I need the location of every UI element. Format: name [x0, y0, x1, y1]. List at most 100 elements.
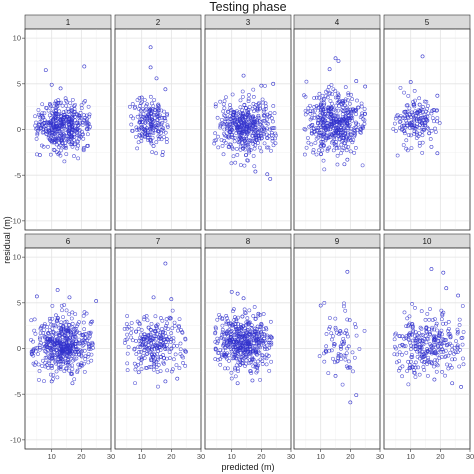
data-point	[311, 150, 315, 155]
data-point	[411, 344, 416, 349]
data-point	[139, 332, 143, 337]
data-point	[406, 382, 411, 387]
data-point	[264, 121, 269, 125]
data-point	[416, 365, 420, 370]
data-point	[53, 109, 58, 114]
data-point	[139, 125, 144, 130]
data-point	[151, 295, 156, 300]
data-point	[70, 325, 75, 330]
data-point	[238, 119, 243, 124]
data-point	[342, 162, 347, 167]
data-point	[351, 107, 355, 111]
data-point	[57, 340, 62, 344]
data-point	[252, 333, 256, 337]
data-point	[86, 336, 91, 341]
data-point	[224, 314, 229, 318]
data-point	[232, 318, 237, 322]
y-tick-label: 0	[17, 125, 21, 134]
data-point	[302, 152, 307, 157]
data-point	[36, 362, 41, 367]
data-point	[316, 106, 320, 110]
data-point	[270, 139, 275, 143]
data-point	[405, 316, 410, 321]
data-point	[149, 117, 154, 122]
data-point	[400, 364, 405, 369]
data-point	[88, 330, 93, 335]
data-point	[244, 348, 249, 352]
data-point	[435, 108, 439, 113]
data-point	[323, 138, 328, 143]
data-point	[326, 371, 331, 375]
x-tick-label: 10	[228, 452, 236, 461]
data-point	[437, 341, 442, 346]
data-point	[328, 91, 332, 96]
data-point	[62, 133, 67, 138]
data-point	[234, 325, 238, 329]
data-point	[262, 141, 267, 146]
data-point	[46, 366, 51, 370]
data-point	[248, 351, 253, 356]
data-point	[139, 361, 143, 366]
data-point	[50, 122, 55, 126]
data-point	[411, 113, 416, 118]
data-point	[220, 121, 225, 126]
data-point	[235, 291, 240, 296]
data-point	[47, 133, 52, 138]
data-point	[417, 125, 422, 130]
data-point	[435, 119, 440, 124]
data-point	[342, 341, 346, 346]
data-point	[422, 354, 427, 359]
facet-panel-6: 6 -10 -5 0 5 10 10 20 30	[10, 233, 115, 461]
data-point	[273, 131, 278, 136]
data-point	[332, 143, 337, 148]
data-point	[140, 342, 145, 347]
data-point	[61, 342, 66, 346]
data-point	[252, 146, 257, 151]
data-point	[82, 113, 86, 118]
data-point	[243, 142, 248, 147]
data-point	[74, 356, 79, 361]
data-point	[147, 133, 152, 138]
data-point	[308, 103, 312, 108]
data-point	[328, 106, 333, 111]
data-point	[235, 153, 240, 157]
data-point	[237, 110, 242, 115]
data-point	[269, 130, 274, 135]
data-point	[452, 352, 456, 356]
data-point	[244, 134, 249, 139]
data-point	[259, 131, 264, 136]
data-point	[260, 359, 265, 363]
data-point	[433, 337, 438, 342]
x-tick-label: 20	[167, 452, 175, 461]
data-point	[53, 131, 58, 136]
data-point	[163, 118, 168, 123]
data-point	[439, 308, 444, 313]
data-point	[452, 357, 457, 362]
data-point	[433, 317, 437, 322]
data-point	[250, 127, 255, 132]
facet-panel-1: 1 -10 -5 0 5 10	[10, 14, 112, 231]
data-point	[239, 326, 244, 330]
data-point	[322, 359, 327, 364]
data-point	[348, 101, 352, 106]
data-point	[448, 333, 453, 338]
data-point	[247, 332, 251, 337]
data-point	[33, 114, 37, 119]
data-point	[302, 127, 307, 131]
data-point	[233, 374, 238, 379]
data-point	[143, 120, 148, 125]
data-point	[138, 118, 143, 123]
data-point	[72, 142, 77, 147]
data-point	[424, 340, 429, 345]
data-point	[38, 115, 42, 120]
data-point	[49, 130, 54, 135]
data-point	[259, 322, 264, 326]
data-point	[154, 336, 159, 341]
points	[392, 267, 466, 389]
data-point	[252, 164, 257, 169]
y-tick-label: -10	[10, 435, 21, 444]
data-point	[261, 109, 266, 114]
data-point	[216, 357, 220, 362]
data-point	[84, 127, 89, 131]
data-point	[428, 350, 433, 355]
